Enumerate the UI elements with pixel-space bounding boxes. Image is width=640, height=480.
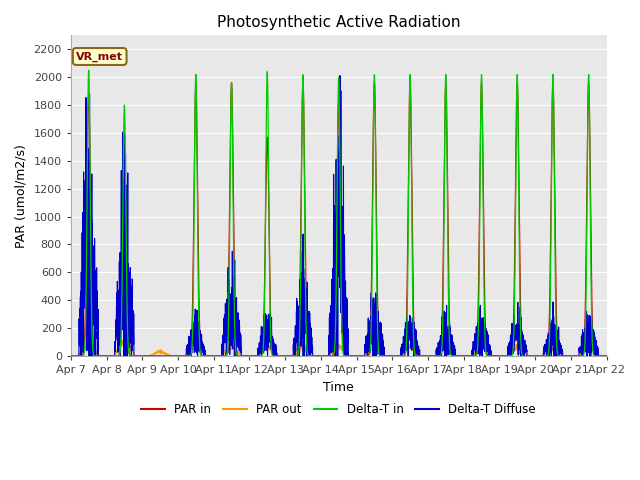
Title: Photosynthetic Active Radiation: Photosynthetic Active Radiation bbox=[217, 15, 460, 30]
Text: VR_met: VR_met bbox=[76, 51, 123, 61]
Legend: PAR in, PAR out, Delta-T in, Delta-T Diffuse: PAR in, PAR out, Delta-T in, Delta-T Dif… bbox=[136, 398, 541, 420]
Y-axis label: PAR (umol/m2/s): PAR (umol/m2/s) bbox=[15, 144, 28, 248]
X-axis label: Time: Time bbox=[323, 381, 354, 394]
